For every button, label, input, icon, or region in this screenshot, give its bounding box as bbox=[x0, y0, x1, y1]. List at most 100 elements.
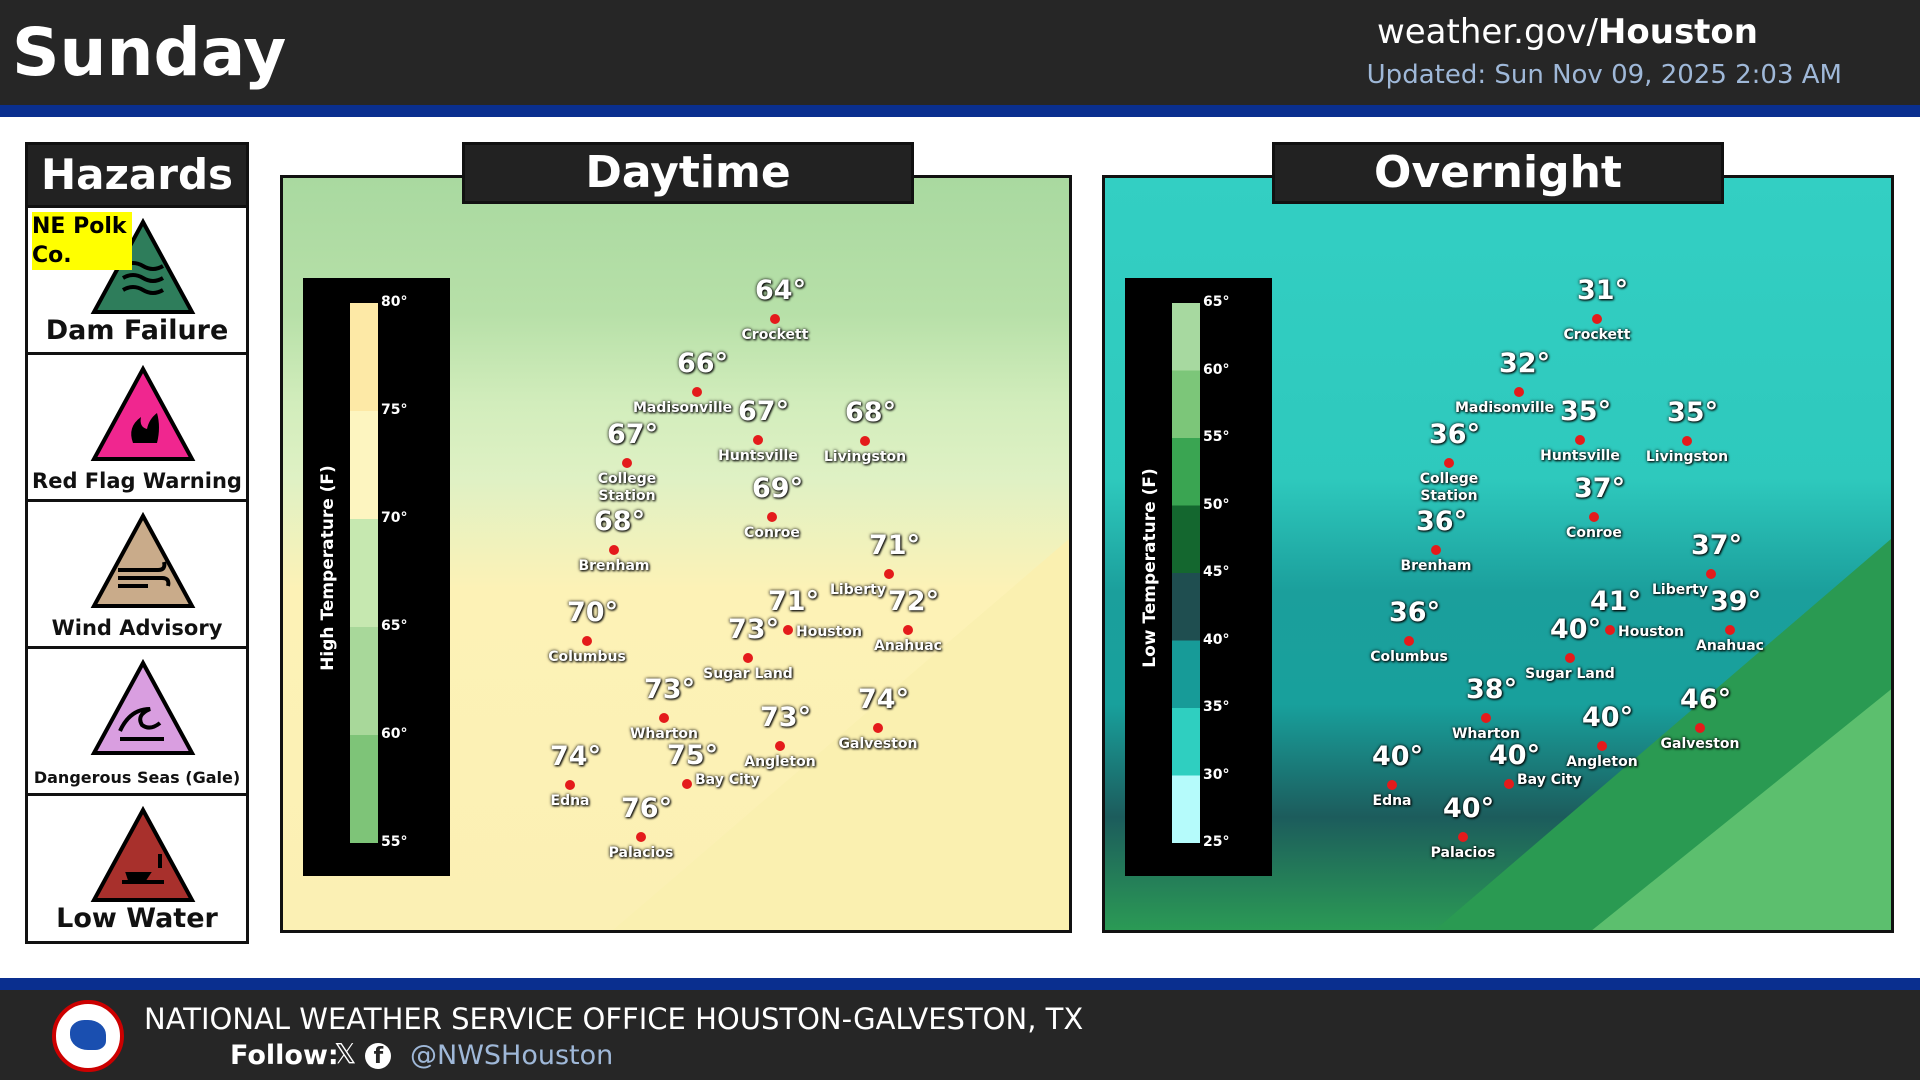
legend-color-bar bbox=[1172, 303, 1200, 843]
city-temperature: 75° bbox=[667, 740, 719, 771]
city-dot bbox=[873, 723, 883, 733]
city-temperature: 40° bbox=[1582, 702, 1634, 733]
hazard-label: Low Water bbox=[56, 903, 218, 934]
city-temperature: 37° bbox=[1574, 473, 1626, 504]
city-dot bbox=[565, 780, 575, 790]
x-icon[interactable]: 𝕏 bbox=[334, 1037, 357, 1070]
city-temperature: 64° bbox=[755, 275, 807, 306]
city-temperature: 31° bbox=[1577, 275, 1629, 306]
wind-icon bbox=[90, 512, 196, 608]
city-dot bbox=[1575, 435, 1585, 445]
city-dot bbox=[783, 625, 793, 635]
hazard-label: Dam Failure bbox=[45, 315, 229, 346]
legend-tick: 40° bbox=[1203, 631, 1230, 648]
city-temperature: 68° bbox=[845, 397, 897, 428]
legend-tick: 45° bbox=[1203, 564, 1230, 580]
city-dot bbox=[1706, 569, 1716, 579]
hazard-red-flag-warning[interactable]: Red Flag Warning bbox=[28, 352, 246, 499]
city-name: Houston bbox=[1618, 624, 1684, 640]
city-dot bbox=[860, 436, 870, 446]
nws-logo bbox=[52, 1000, 124, 1072]
hazard-area-tag: NE Polk Co. bbox=[32, 212, 132, 270]
city-name: Houston bbox=[796, 624, 862, 640]
hazard-low-water[interactable]: Low Water bbox=[28, 793, 246, 940]
city-name: Bay City bbox=[695, 772, 760, 788]
daytime-map: High Temperature (F) 80° 75° 70° 65° 60° 55° … bbox=[280, 175, 1072, 933]
city-dot bbox=[1597, 741, 1607, 751]
city-temperature: 40° bbox=[1489, 740, 1541, 771]
city-name: Huntsville bbox=[1540, 448, 1620, 464]
city-temperature: 66° bbox=[677, 348, 729, 379]
city-dot bbox=[770, 314, 780, 324]
city-temperature: 74° bbox=[858, 684, 910, 715]
office-name: NATIONAL WEATHER SERVICE OFFICE HOUSTON-… bbox=[144, 1002, 1084, 1036]
city-name: Brenham bbox=[1400, 558, 1472, 574]
site-prefix: weather.gov/ bbox=[1376, 12, 1598, 52]
city-temperature: 71° bbox=[768, 586, 820, 617]
city-name: Conroe bbox=[1566, 525, 1622, 541]
city-name: Palacios bbox=[1430, 845, 1496, 861]
city-temperature: 41° bbox=[1590, 586, 1642, 617]
city-name: College Station bbox=[597, 471, 657, 504]
city-name: Galveston bbox=[1660, 736, 1740, 752]
hazard-label: Wind Advisory bbox=[51, 616, 223, 640]
legend-tick: 35° bbox=[1203, 699, 1230, 715]
city-dot bbox=[636, 832, 646, 842]
footer-divider bbox=[0, 978, 1920, 990]
city-name: Angleton bbox=[1566, 754, 1638, 770]
legend-tick: 60° bbox=[1203, 361, 1230, 378]
legend-tick: 65° bbox=[1203, 294, 1230, 310]
city-dot bbox=[884, 569, 894, 579]
low-water-icon bbox=[90, 806, 196, 902]
social-handle[interactable]: @NWSHouston bbox=[410, 1040, 614, 1071]
city-temperature: 40° bbox=[1550, 614, 1602, 645]
header: Sunday weather.gov/Houston Updated: Sun … bbox=[0, 0, 1920, 105]
city-name: Crockett bbox=[741, 327, 809, 343]
city-temperature: 68° bbox=[594, 506, 646, 537]
hazards-panel: Hazards NE Polk Co. Dam Failure Red Flag W… bbox=[25, 142, 249, 944]
city-name: Madisonville bbox=[633, 400, 733, 416]
city-temperature: 38° bbox=[1466, 674, 1518, 705]
facebook-icon[interactable]: f bbox=[365, 1043, 392, 1069]
city-temperature: 76° bbox=[621, 793, 673, 824]
legend-tick: 75° bbox=[381, 402, 408, 418]
city-dot bbox=[767, 512, 777, 522]
city-temperature: 40° bbox=[1372, 741, 1424, 772]
city-temperature: 69° bbox=[752, 473, 804, 504]
city-name: Edna bbox=[1372, 793, 1412, 809]
legend-tick: 50° bbox=[1203, 496, 1230, 513]
city-temperature: 46° bbox=[1680, 684, 1732, 715]
city-dot bbox=[743, 653, 753, 663]
site-link[interactable]: weather.gov/Houston bbox=[1377, 12, 1758, 52]
legend-color-bar bbox=[350, 303, 378, 843]
legend-tick: 30° bbox=[1203, 766, 1230, 783]
city-dot bbox=[1504, 779, 1514, 789]
hazards-title: Hazards bbox=[28, 145, 246, 205]
city-dot bbox=[692, 387, 702, 397]
city-dot bbox=[1431, 545, 1441, 555]
city-temperature: 73° bbox=[760, 702, 812, 733]
city-name: Huntsville bbox=[718, 448, 798, 464]
hazard-dangerous-seas-gale-[interactable]: Dangerous Seas (Gale) bbox=[28, 646, 246, 793]
city-temperature: 35° bbox=[1667, 397, 1719, 428]
city-name: Wharton bbox=[629, 726, 699, 742]
city-name: Edna bbox=[550, 793, 590, 809]
city-name: Columbus bbox=[1370, 649, 1448, 665]
hazard-wind-advisory[interactable]: Wind Advisory bbox=[28, 499, 246, 646]
legend-tick: 65° bbox=[381, 618, 408, 634]
legend-title: Low Temperature (F) bbox=[1140, 468, 1160, 668]
city-temperature: 36° bbox=[1429, 419, 1481, 450]
city-dot bbox=[775, 741, 785, 751]
city-dot bbox=[1695, 723, 1705, 733]
hazard-dam-failure[interactable]: NE Polk Co. Dam Failure bbox=[28, 205, 246, 352]
hazard-label: Dangerous Seas (Gale) bbox=[33, 768, 241, 787]
city-dot bbox=[1565, 653, 1575, 663]
overnight-map: Low Temperature (F) 65° 60° 55° 50° 45° 40° 35… bbox=[1102, 175, 1894, 933]
city-name: Sugar Land bbox=[703, 666, 793, 682]
city-dot bbox=[1444, 458, 1454, 468]
city-temperature: 39° bbox=[1710, 586, 1762, 617]
red-flag-fire-icon bbox=[90, 365, 196, 461]
city-name: Bay City bbox=[1517, 772, 1582, 788]
legend-tick: 25° bbox=[1203, 834, 1230, 850]
city-name: Conroe bbox=[744, 525, 800, 541]
